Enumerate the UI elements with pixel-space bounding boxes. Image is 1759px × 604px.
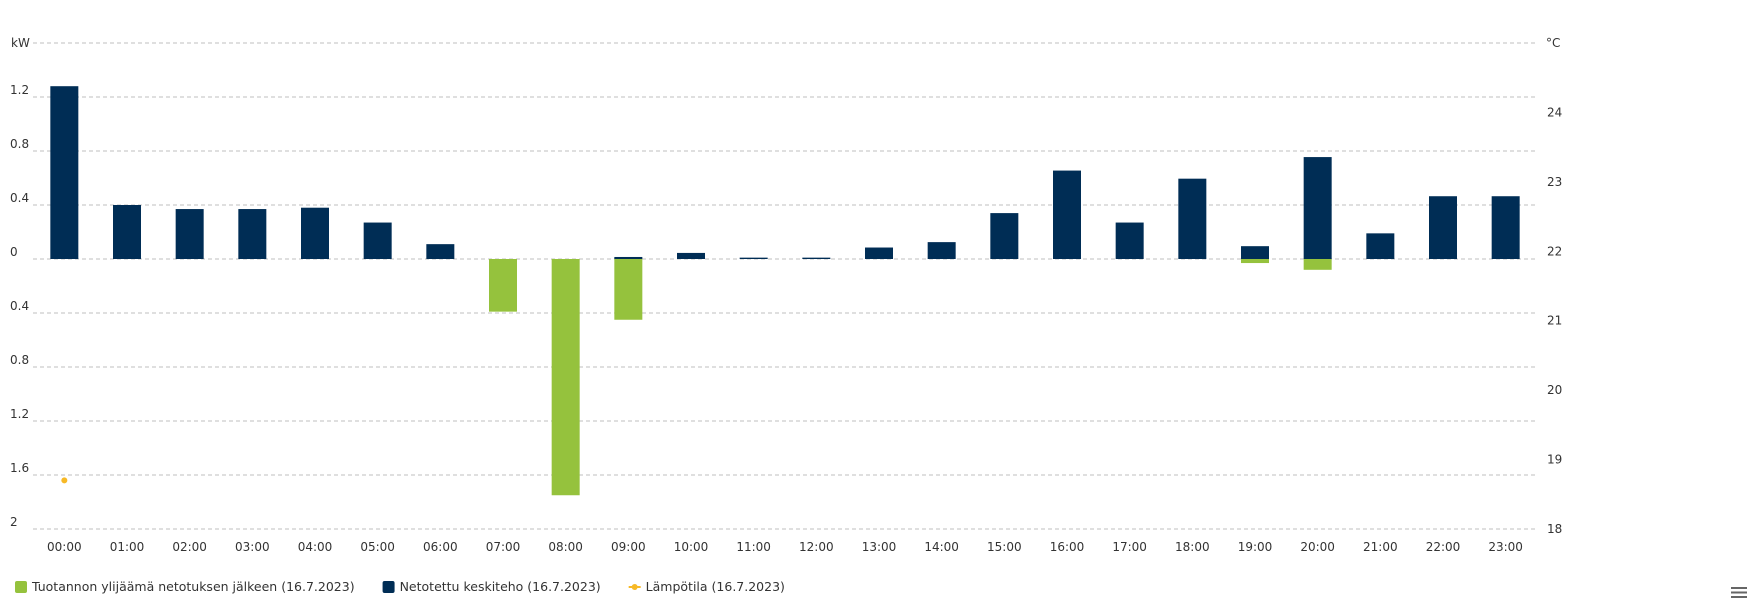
legend-point-symbol (631, 584, 638, 590)
left-axis-tick-label: 0.4 (10, 299, 29, 313)
x-axis-tick-label: 12:00 (799, 540, 834, 554)
temperature-point (61, 477, 68, 484)
legend-item[interactable]: Lämpötila (16.7.2023) (628, 579, 785, 594)
bar (1053, 170, 1081, 259)
x-axis-tick-label: 06:00 (423, 540, 458, 554)
right-axis-tick-label: 23 (1547, 175, 1562, 189)
bar (1429, 196, 1457, 259)
bar (1366, 233, 1395, 259)
bar (1241, 246, 1269, 259)
legend-label: Netotettu keskiteho (16.7.2023) (400, 579, 601, 594)
x-axis-tick-label: 21:00 (1363, 540, 1398, 554)
right-axis-tick-label: 22 (1547, 244, 1562, 258)
bar (426, 244, 455, 259)
x-axis-tick-label: 14:00 (924, 540, 959, 554)
bar (1491, 196, 1520, 259)
x-axis-tick-label: 07:00 (486, 540, 521, 554)
x-axis-tick-label: 10:00 (674, 540, 709, 554)
left-axis-tick-label: 2 (10, 515, 18, 529)
bar (1241, 259, 1269, 264)
bar (301, 207, 329, 259)
x-axis-tick-label: 01:00 (110, 540, 145, 554)
left-axis: kW 1.2 0.8 0.4 0 0.4 0.8 1.2 1.6 2 (10, 36, 30, 529)
left-axis-tick-label: 1.2 (10, 83, 29, 97)
x-axis-tick-label: 02:00 (172, 540, 207, 554)
legend: Tuotannon ylijäämä netotuksen jälkeen (1… (15, 579, 785, 594)
bar (927, 242, 956, 259)
legend-label: Lämpötila (16.7.2023) (646, 579, 785, 594)
x-axis-tick-label: 23:00 (1488, 540, 1523, 554)
bar (614, 259, 643, 320)
right-axis: °C 24 23 22 21 20 19 18 (1546, 36, 1562, 536)
bar (113, 205, 141, 259)
x-axis-tick-label: 20:00 (1300, 540, 1335, 554)
legend-swatch (382, 581, 395, 593)
gridlines (33, 42, 1537, 530)
bar (238, 209, 267, 259)
right-axis-tick-label: 20 (1547, 383, 1562, 397)
x-axis-tick-label: 03:00 (235, 540, 270, 554)
bar (489, 259, 517, 312)
bar (551, 259, 580, 496)
bar (614, 256, 643, 259)
left-axis-tick-label: 0 (10, 245, 18, 259)
bar (363, 222, 392, 259)
x-axis-tick-label: 15:00 (987, 540, 1022, 554)
legend-item[interactable]: Netotettu keskiteho (16.7.2023) (382, 579, 601, 594)
hamburger-menu-icon[interactable] (1727, 580, 1749, 600)
right-axis-unit-label: °C (1546, 36, 1560, 50)
x-axis-tick-label: 22:00 (1426, 540, 1461, 554)
x-axis-tick-label: 09:00 (611, 540, 646, 554)
bar (802, 257, 831, 259)
x-axis-tick-label: 08:00 (548, 540, 583, 554)
bar (1115, 222, 1144, 259)
x-axis-tick-label: 18:00 (1175, 540, 1210, 554)
x-axis-tick-label: 13:00 (862, 540, 897, 554)
left-axis-unit-label: kW (11, 36, 30, 50)
x-axis-tick-label: 17:00 (1112, 540, 1147, 554)
x-axis: 00:00 01:00 02:00 03:00 04:00 05:00 06:00 07:00… (47, 540, 1523, 554)
bar (1303, 259, 1332, 270)
x-axis-tick-label: 04:00 (298, 540, 333, 554)
x-axis-tick-label: 16:00 (1050, 540, 1085, 554)
x-axis-tick-label: 11:00 (736, 540, 771, 554)
left-axis-tick-label: 1.6 (10, 461, 29, 475)
x-axis-tick-label: 19:00 (1238, 540, 1273, 554)
bar (1178, 178, 1207, 259)
right-axis-tick-label: 21 (1547, 314, 1562, 328)
bar (175, 209, 204, 259)
left-axis-tick-label: 0.8 (10, 137, 29, 151)
legend-item[interactable]: Tuotannon ylijäämä netotuksen jälkeen (1… (15, 579, 355, 594)
right-axis-tick-label: 24 (1547, 105, 1562, 119)
legend-swatch (15, 581, 27, 593)
right-axis-tick-label: 18 (1547, 522, 1562, 536)
bar (739, 257, 768, 259)
bar (990, 213, 1019, 259)
bar (50, 86, 79, 259)
x-axis-tick-label: 05:00 (360, 540, 395, 554)
temperature-points (61, 477, 68, 484)
bars (50, 86, 1520, 496)
bar (677, 252, 705, 259)
bar (865, 247, 893, 259)
left-axis-tick-label: 0.8 (10, 353, 29, 367)
bar (1303, 157, 1332, 259)
left-axis-tick-label: 1.2 (10, 407, 29, 421)
legend-label: Tuotannon ylijäämä netotuksen jälkeen (1… (31, 579, 355, 594)
right-axis-tick-label: 19 (1547, 453, 1562, 467)
x-axis-tick-label: 00:00 (47, 540, 82, 554)
left-axis-tick-label: 0.4 (10, 191, 29, 205)
